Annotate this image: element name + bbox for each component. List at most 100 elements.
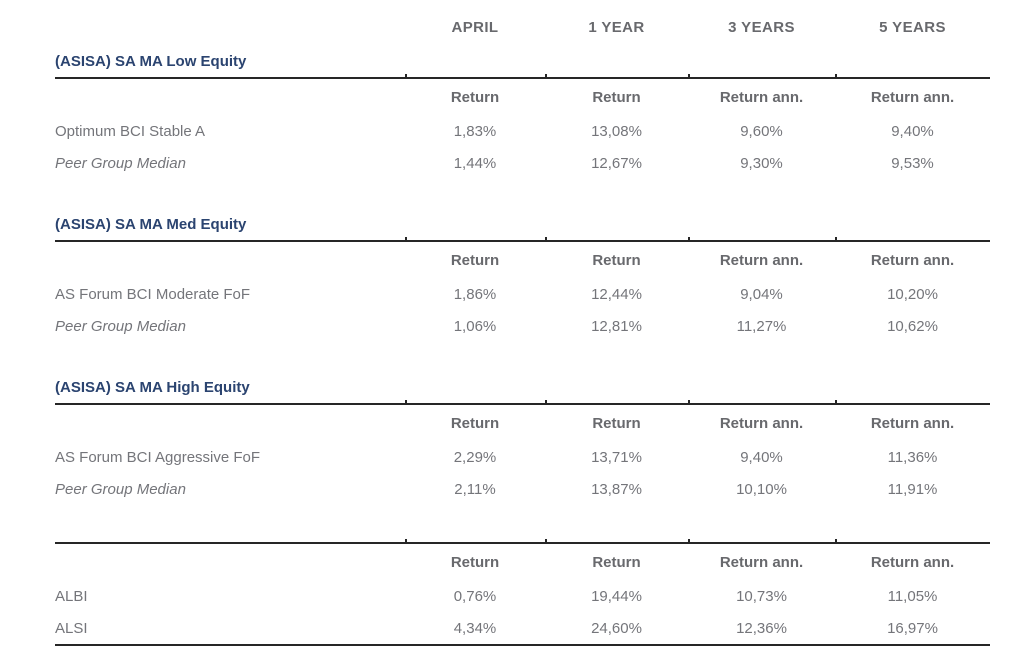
subheader-return-ann: Return ann.	[870, 414, 955, 432]
value-cell: 19,44%	[591, 587, 642, 605]
value-cell: 1,86%	[453, 285, 497, 303]
column-tick	[545, 400, 547, 403]
value-cell: 13,08%	[591, 122, 642, 140]
value-cell: 10,20%	[887, 285, 938, 303]
column-tick	[835, 74, 837, 77]
subheader-return: Return	[450, 553, 500, 571]
value-cell: 1,44%	[453, 154, 497, 172]
section-title: (ASISA) SA MA High Equity	[55, 379, 250, 396]
subheader-return: Return	[450, 88, 500, 106]
value-cell: 0,76%	[453, 587, 497, 605]
column-tick	[688, 400, 690, 403]
subheader-return-ann: Return ann.	[719, 414, 804, 432]
subheader-return: Return	[592, 414, 641, 432]
value-cell: 11,05%	[887, 587, 938, 605]
subheader-return-ann: Return ann.	[870, 251, 955, 269]
performance-table: APRIL 1 YEAR 3 YEARS 5 YEARS (ASISA) SA …	[55, 13, 990, 646]
value-cell: 4,34%	[453, 619, 497, 637]
section-sa-ma-high-equity: (ASISA) SA MA High Equity Return Return …	[55, 367, 990, 505]
value-cell: 13,87%	[591, 480, 642, 498]
value-cell: 2,11%	[454, 480, 496, 498]
subheader-row: Return Return Return ann. Return ann.	[55, 79, 990, 115]
value-cell: 12,44%	[591, 285, 642, 303]
peer-median-row: Peer Group Median 1,44% 12,67% 9,30% 9,5…	[55, 147, 990, 179]
column-tick	[835, 400, 837, 403]
subheader-return-ann: Return ann.	[870, 553, 955, 571]
peer-median-row: Peer Group Median 2,11% 13,87% 10,10% 11…	[55, 473, 990, 505]
section-sa-ma-low-equity: (ASISA) SA MA Low Equity Return Return R…	[55, 41, 990, 179]
column-tick	[688, 237, 690, 240]
subheader-row: Return Return Return ann. Return ann.	[55, 405, 990, 441]
subheader-return: Return	[450, 251, 500, 269]
section-rule	[55, 539, 990, 544]
subheader-return-ann: Return ann.	[719, 88, 804, 106]
value-cell: 13,71%	[591, 448, 642, 466]
peer-median-name: Peer Group Median	[55, 154, 186, 172]
value-cell: 1,06%	[453, 317, 497, 335]
column-tick	[835, 237, 837, 240]
column-tick	[545, 74, 547, 77]
peer-median-name: Peer Group Median	[55, 317, 186, 335]
value-cell: 9,40%	[740, 448, 783, 466]
value-cell: 11,91%	[887, 480, 938, 498]
column-header-1-year: 1 YEAR	[588, 18, 645, 36]
value-cell: 10,62%	[887, 317, 938, 335]
column-tick	[405, 237, 407, 240]
value-cell: 12,81%	[591, 317, 642, 335]
value-cell: 9,04%	[740, 285, 783, 303]
subheader-row: Return Return Return ann. Return ann.	[55, 544, 990, 580]
fund-name: AS Forum BCI Aggressive FoF	[55, 448, 261, 466]
column-tick	[545, 539, 547, 542]
value-cell: 11,27%	[736, 317, 787, 335]
table-bottom-rule	[55, 644, 990, 646]
value-cell: 9,40%	[891, 122, 934, 140]
column-header-3-years: 3 YEARS	[728, 18, 795, 36]
column-header-5-years: 5 YEARS	[879, 18, 946, 36]
column-tick	[405, 400, 407, 403]
fund-row: Optimum BCI Stable A 1,83% 13,08% 9,60% …	[55, 115, 990, 147]
value-cell: 10,10%	[736, 480, 787, 498]
value-cell: 2,29%	[453, 448, 497, 466]
fund-row: AS Forum BCI Aggressive FoF 2,29% 13,71%…	[55, 441, 990, 473]
subheader-return-ann: Return ann.	[870, 88, 955, 106]
section-title: (ASISA) SA MA Low Equity	[55, 53, 247, 70]
value-cell: 9,53%	[891, 154, 934, 172]
period-header-row: APRIL 1 YEAR 3 YEARS 5 YEARS	[55, 13, 990, 41]
section-benchmarks: Return Return Return ann. Return ann. AL…	[55, 539, 990, 646]
value-cell: 11,36%	[887, 448, 938, 466]
value-cell: 16,97%	[887, 619, 938, 637]
value-cell: 12,67%	[591, 154, 642, 172]
benchmark-name: ALBI	[55, 587, 88, 605]
fund-row: AS Forum BCI Moderate FoF 1,86% 12,44% 9…	[55, 278, 990, 310]
column-tick	[405, 74, 407, 77]
section-rule	[55, 74, 990, 79]
subheader-return: Return	[450, 414, 500, 432]
column-tick	[688, 539, 690, 542]
subheader-return: Return	[592, 553, 641, 571]
fund-name: Optimum BCI Stable A	[55, 122, 206, 140]
benchmark-name: ALSI	[55, 619, 88, 637]
column-header-april: APRIL	[451, 18, 499, 36]
value-cell: 1,83%	[453, 122, 497, 140]
value-cell: 9,30%	[740, 154, 783, 172]
value-cell: 24,60%	[591, 619, 642, 637]
section-rule	[55, 237, 990, 242]
subheader-return-ann: Return ann.	[719, 553, 804, 571]
value-cell: 9,60%	[740, 122, 783, 140]
fund-name: AS Forum BCI Moderate FoF	[55, 285, 251, 303]
peer-median-row: Peer Group Median 1,06% 12,81% 11,27% 10…	[55, 310, 990, 342]
subheader-return-ann: Return ann.	[719, 251, 804, 269]
column-tick	[688, 74, 690, 77]
section-title: (ASISA) SA MA Med Equity	[55, 216, 247, 233]
peer-median-name: Peer Group Median	[55, 480, 186, 498]
subheader-return: Return	[592, 88, 641, 106]
benchmark-row-albi: ALBI 0,76% 19,44% 10,73% 11,05%	[55, 580, 990, 612]
value-cell: 12,36%	[736, 619, 787, 637]
benchmark-row-alsi: ALSI 4,34% 24,60% 12,36% 16,97%	[55, 612, 990, 644]
value-cell: 10,73%	[736, 587, 787, 605]
subheader-row: Return Return Return ann. Return ann.	[55, 242, 990, 278]
section-sa-ma-med-equity: (ASISA) SA MA Med Equity Return Return R…	[55, 204, 990, 342]
column-tick	[545, 237, 547, 240]
column-tick	[405, 539, 407, 542]
